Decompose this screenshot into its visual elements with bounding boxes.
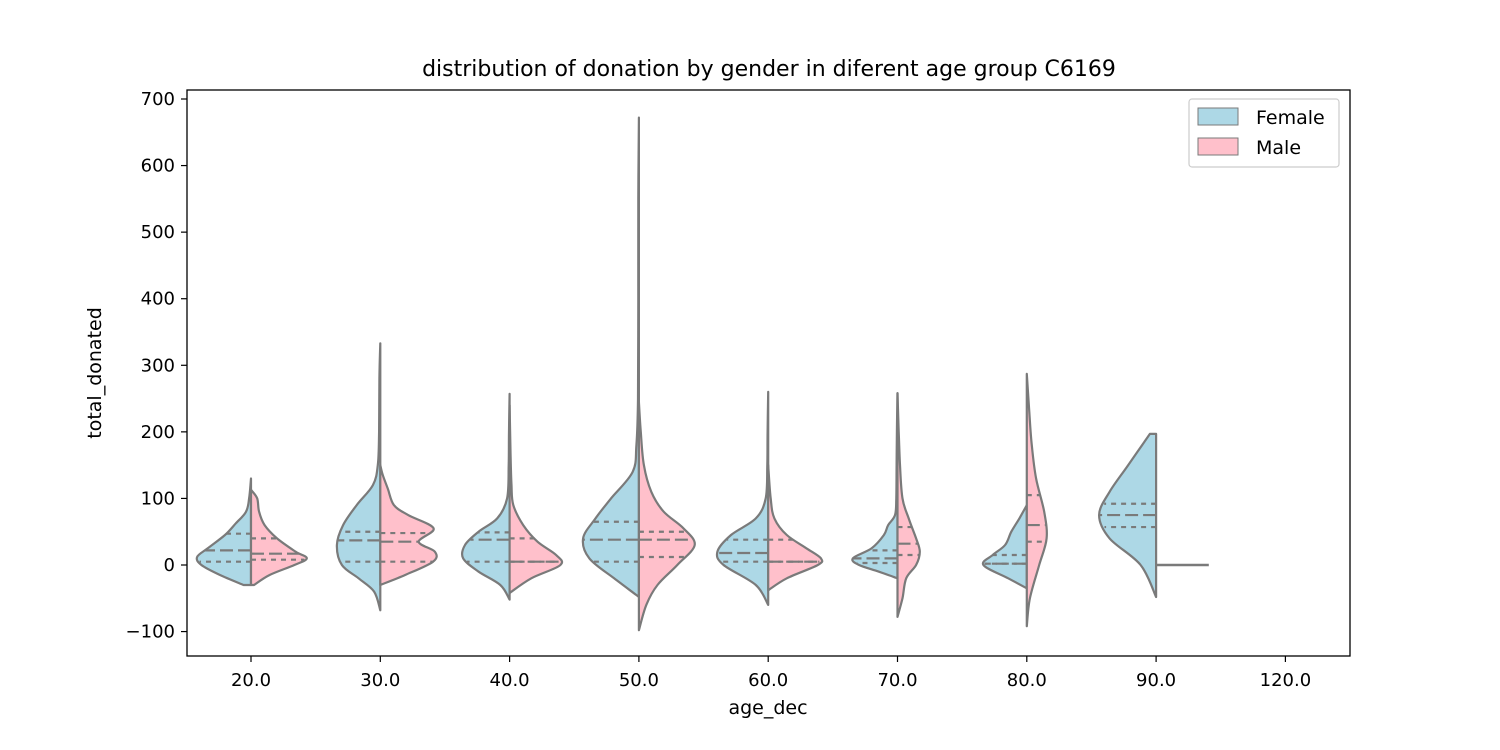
y-tick-label: −100 <box>126 622 175 643</box>
y-tick-label: 400 <box>141 289 175 310</box>
violin-male-80-0 <box>1025 372 1048 628</box>
y-tick-label: 200 <box>141 422 175 443</box>
y-tick-label: 100 <box>141 488 175 509</box>
violin-female-80-0 <box>981 504 1028 590</box>
x-tick-label: 80.0 <box>1007 670 1047 691</box>
y-tick-label: 300 <box>141 355 175 376</box>
y-axis: −100 0 100 200 300 400 500 600 700 <box>126 89 187 643</box>
x-tick-label: 120.0 <box>1260 670 1312 691</box>
violin-male-60-0 <box>767 464 824 592</box>
violin-female-40-0 <box>460 392 511 601</box>
y-tick-label: 500 <box>141 222 175 243</box>
violin-female-50-0 <box>581 116 640 599</box>
violin-male-20-0 <box>249 488 308 587</box>
x-axis-title: age_dec <box>728 697 807 719</box>
x-tick-label: 90.0 <box>1136 670 1176 691</box>
x-tick-label: 60.0 <box>748 670 788 691</box>
legend-label-male: Male <box>1256 137 1301 159</box>
legend-label-female: Female <box>1256 107 1325 129</box>
violin-male-70-0 <box>896 392 921 618</box>
y-tick-label: 600 <box>141 156 175 177</box>
legend-swatch-female <box>1197 107 1239 126</box>
violin-female-20-0 <box>195 477 253 587</box>
x-tick-label: 20.0 <box>231 670 271 691</box>
x-tick-label: 70.0 <box>877 670 917 691</box>
violin-male-40-0 <box>508 404 564 595</box>
violin-layer <box>195 116 1209 632</box>
violin-male-30-0 <box>379 464 438 587</box>
x-axis: 20.0 30.0 40.0 50.0 60.0 70.0 80.0 90.0 120.0 <box>231 656 1311 691</box>
violin-female-60-0 <box>715 390 770 606</box>
y-tick-label: 0 <box>164 555 175 576</box>
y-tick-label: 700 <box>141 89 175 110</box>
quartile-lines <box>199 494 1157 565</box>
violin-male-50-0 <box>637 400 696 632</box>
chart-title: distribution of donation by gender in di… <box>422 57 1116 82</box>
x-tick-label: 50.0 <box>619 670 659 691</box>
x-tick-label: 40.0 <box>490 670 530 691</box>
x-tick-label: 30.0 <box>360 670 400 691</box>
violin-female-30-0 <box>335 342 382 612</box>
legend-swatch-male <box>1197 137 1239 156</box>
y-axis-title: total_donated <box>84 307 106 439</box>
legend: Female Male <box>1188 98 1340 168</box>
